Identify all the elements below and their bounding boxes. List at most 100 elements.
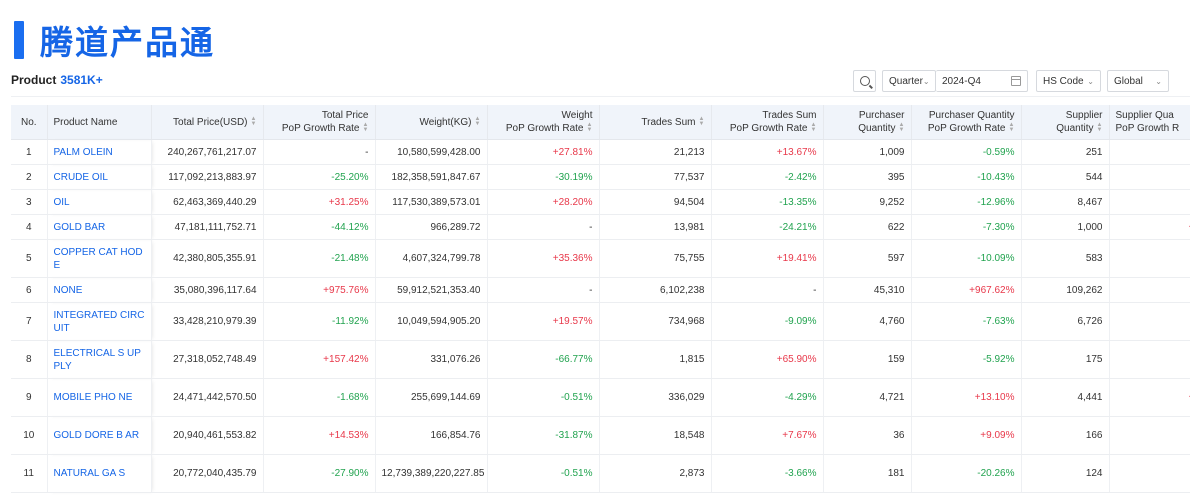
product-name-link[interactable]: CRUDE OIL	[47, 164, 152, 190]
product-name-link-text[interactable]: COPPER CAT HODE	[53, 246, 143, 271]
table-row: 2 CRUDE OIL 117,092,213,883.97 -25.20% 182,3…	[11, 164, 1190, 190]
purchaser-rate-cell-text: -0.59%	[982, 146, 1015, 158]
product-name-link-text[interactable]: CRUDE OIL	[53, 171, 108, 183]
purchaser-rate-cell: +967.62%	[911, 277, 1022, 303]
search-icon	[859, 76, 870, 86]
trades-sum-cell-text: 21,213	[673, 146, 705, 158]
purchaser-rate-cell-text: -7.63%	[982, 316, 1015, 327]
total-price-rate-cell: +31.25%	[263, 189, 376, 215]
total-price-rate-cell-text: -21.48%	[331, 253, 369, 264]
sort-icon: ▲ ▼	[698, 115, 705, 127]
weight-cell: 255,699,144.69	[375, 378, 488, 417]
col-header-total-price[interactable]: Total Price(USD) ▲ ▼	[151, 105, 264, 140]
row-number: 1	[11, 139, 48, 165]
weight-cell-text: 4,607,324,799.78	[402, 253, 481, 264]
weight-rate-cell: +35.36%	[487, 239, 600, 278]
weight-rate-cell: -0.51%	[487, 454, 600, 493]
col-header-purchaser-quantity[interactable]: Purchaser Quantity ▲ ▼	[823, 105, 912, 140]
search-button[interactable]	[853, 70, 876, 92]
supplier-quantity-cell: 8,467	[1021, 189, 1110, 215]
sort-icon: ▲ ▼	[250, 115, 257, 127]
supplier-rate-cell: -	[1109, 416, 1190, 455]
trades-rate-cell: -13.35%	[711, 189, 824, 215]
purchaser-quantity-cell: 45,310	[823, 277, 912, 303]
trades-sum-cell-text: 18,548	[673, 430, 705, 441]
total-price-rate-cell-text: -11.92%	[331, 316, 369, 327]
table-row: 3 OIL 62,463,369,440.29 +31.25% 117,530,389,…	[11, 189, 1190, 215]
trades-sum-cell-text: 77,537	[673, 171, 705, 183]
product-name-link-text[interactable]: NONE	[53, 284, 83, 296]
total-price-cell: 42,380,805,355.91	[151, 239, 264, 278]
col-header-weight-rate[interactable]: Weight PoP Growth Rate ▲ ▼	[487, 105, 600, 140]
total-price-rate-cell-text: +157.42%	[323, 354, 369, 365]
supplier-quantity-cell-text: 175	[1085, 354, 1103, 365]
total-price-cell: 27,318,052,748.49	[151, 340, 264, 379]
product-name-link[interactable]: GOLD BAR	[47, 214, 152, 240]
supplier-quantity-cell-text: 8,467	[1077, 196, 1103, 208]
total-price-cell-text: 35,080,396,117.64	[173, 284, 257, 296]
product-name-link-text[interactable]: OIL	[53, 196, 70, 208]
product-name-link[interactable]: ELECTRICAL S UPPLY	[47, 340, 152, 379]
purchaser-rate-cell: -0.59%	[911, 139, 1022, 165]
row-number: 8	[11, 340, 48, 379]
weight-cell-text: 166,854.76	[430, 430, 481, 441]
product-name-link-text[interactable]: NATURAL GA S	[53, 468, 126, 479]
trades-rate-cell-text: -9.09%	[784, 316, 817, 327]
supplier-rate-cell: -	[1109, 454, 1190, 493]
product-name-link-text[interactable]: PALM OLEIN	[53, 146, 113, 158]
region-select[interactable]: Global ⌄	[1107, 70, 1169, 92]
col-header-purchaser-rate[interactable]: Purchaser Quantity PoP Growth Rate ▲ ▼	[911, 105, 1022, 140]
total-price-cell-text: 62,463,369,440.29	[173, 196, 257, 208]
total-price-cell: 35,080,396,117.64	[151, 277, 264, 303]
purchaser-rate-cell-text: -5.92%	[982, 354, 1015, 365]
trades-sum-cell-text: 75,755	[673, 253, 705, 264]
product-name-link[interactable]: GOLD DORE B AR	[47, 416, 152, 455]
weight-rate-cell: +28.20%	[487, 189, 600, 215]
product-table-container[interactable]: No. Product Name Total Price(USD) ▲ ▼ Tota…	[11, 105, 1190, 498]
code-type-select[interactable]: HS Code ⌄	[1036, 70, 1101, 92]
total-price-rate-cell: -25.20%	[263, 164, 376, 190]
purchaser-rate-cell-text: +9.09%	[980, 430, 1015, 441]
brand-header: 腾道产品通	[14, 20, 215, 62]
product-name-link[interactable]: COPPER CAT HODE	[47, 239, 152, 278]
product-name-link[interactable]: OIL	[47, 189, 152, 215]
supplier-rate-cell: +	[1109, 214, 1190, 240]
col-header-supplier-rate[interactable]: Supplier Qua PoP Growth R	[1109, 105, 1190, 140]
purchaser-quantity-cell: 622	[823, 214, 912, 240]
row-number-text: 4	[25, 221, 32, 233]
product-name-link-text[interactable]: GOLD DORE B AR	[53, 430, 140, 441]
product-name-link[interactable]: MOBILE PHO NE	[47, 378, 152, 417]
supplier-quantity-cell-text: 124	[1085, 468, 1103, 479]
period-select[interactable]: Quarter ⌄	[882, 70, 936, 92]
trades-rate-cell: +65.90%	[711, 340, 824, 379]
product-name-link[interactable]: NATURAL GA S	[47, 454, 152, 493]
product-name-link-text[interactable]: MOBILE PHO NE	[53, 392, 133, 403]
col-header-trades-rate[interactable]: Trades Sum PoP Growth Rate ▲ ▼	[711, 105, 824, 140]
row-number-text: 6	[25, 284, 32, 296]
supplier-rate-cell: -	[1109, 164, 1190, 190]
purchaser-rate-cell: +9.09%	[911, 416, 1022, 455]
chevron-down-icon: ⌄	[1087, 76, 1094, 86]
col-header-trades-sum[interactable]: Trades Sum ▲ ▼	[599, 105, 712, 140]
col-header-weight[interactable]: Weight(KG) ▲ ▼	[375, 105, 488, 140]
weight-rate-cell: -66.77%	[487, 340, 600, 379]
chevron-down-icon: ⌄	[1155, 76, 1162, 86]
row-number: 9	[11, 378, 48, 417]
product-name-link-text[interactable]: GOLD BAR	[53, 221, 106, 233]
col-header-total-price-rate[interactable]: Total Price PoP Growth Rate ▲ ▼	[263, 105, 376, 140]
supplier-quantity-cell: 544	[1021, 164, 1110, 190]
supplier-quantity-cell: 124	[1021, 454, 1110, 493]
product-name-link-text[interactable]: INTEGRATED CIRCUIT	[53, 309, 145, 334]
product-name-link[interactable]: NONE	[47, 277, 152, 303]
sort-icon: ▲ ▼	[362, 122, 369, 134]
trades-sum-cell: 18,548	[599, 416, 712, 455]
product-name-link[interactable]: INTEGRATED CIRCUIT	[47, 302, 152, 341]
col-header-no: No.	[11, 105, 48, 140]
table-row: 8 ELECTRICAL S UPPLY 27,318,052,748.49 +157…	[11, 340, 1190, 379]
col-header-supplier-quantity[interactable]: Supplier Quantity ▲ ▼	[1021, 105, 1110, 140]
product-name-link[interactable]: PALM OLEIN	[47, 139, 152, 165]
trades-rate-cell: +19.41%	[711, 239, 824, 278]
product-name-link-text[interactable]: ELECTRICAL S UPPLY	[53, 347, 141, 372]
date-picker[interactable]: 2024-Q4	[936, 70, 1028, 92]
purchaser-rate-cell: -5.92%	[911, 340, 1022, 379]
